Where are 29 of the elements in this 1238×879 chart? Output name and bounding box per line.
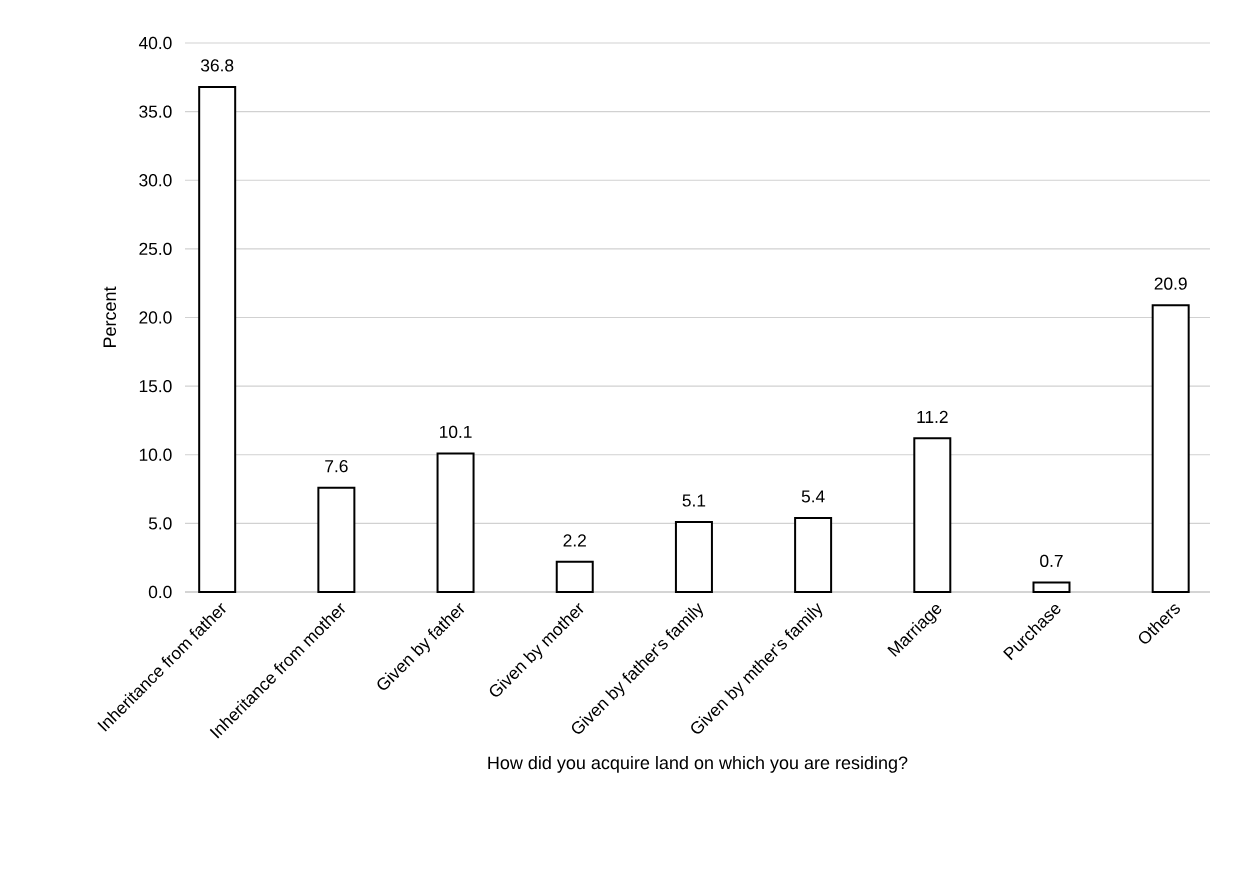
data-label: 2.2 [563,534,586,547]
data-label: 7.6 [325,460,348,473]
y-tick-label: 15.0 [139,379,172,393]
bar [436,452,475,593]
y-tick-label: 5.0 [148,517,172,530]
y-tick-label: 0.0 [148,585,172,599]
y-tick-label: 35.0 [139,105,172,118]
data-label: 11.2 [917,410,948,423]
y-tick-label: 10.0 [139,448,172,461]
y-tick-label: 40.0 [138,36,172,50]
x-axis-title: How did you acquire land on which you are residing? [488,755,908,773]
y-tick-label: 30.0 [139,174,172,187]
bar [794,516,833,593]
bar [674,521,713,593]
bar [317,486,356,593]
data-label: 20.9 [1154,277,1187,290]
y-tick-label: 20.0 [139,311,172,324]
bar [198,85,237,593]
data-label: 36.8 [200,59,234,72]
data-label: 5.1 [682,494,706,507]
bar [913,437,952,593]
data-label: 10.1 [440,425,472,438]
bar [1032,581,1071,593]
bar [555,560,594,593]
y-tick-label: 25.0 [139,242,172,256]
bar [1151,304,1190,593]
y-axis-title: Percent [103,286,117,348]
data-label: 0.7 [1040,554,1063,568]
data-label: 5.4 [801,490,825,503]
